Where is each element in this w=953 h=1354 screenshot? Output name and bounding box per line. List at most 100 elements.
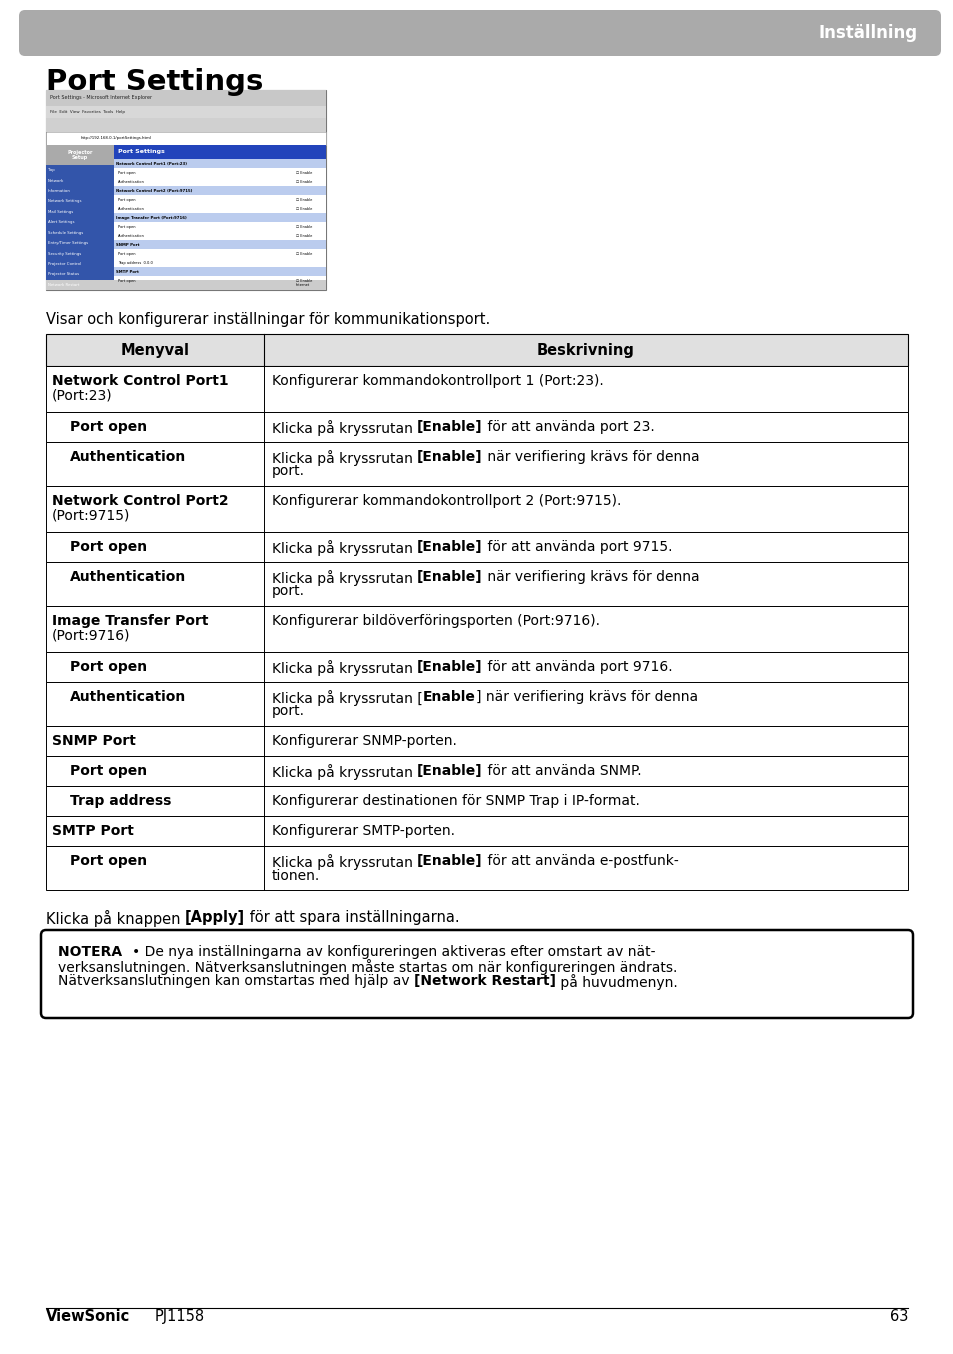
Text: när verifiering krävs för denna: när verifiering krävs för denna xyxy=(482,450,699,464)
Bar xyxy=(46,486,907,532)
Text: för att spara inställningarna.: för att spara inställningarna. xyxy=(245,910,459,925)
Bar xyxy=(46,89,326,290)
Bar xyxy=(46,106,326,118)
Text: [Enable]: [Enable] xyxy=(416,540,482,554)
Text: Image Transfer Port (Port:9716): Image Transfer Port (Port:9716) xyxy=(116,215,187,219)
Text: Klicka på kryssrutan: Klicka på kryssrutan xyxy=(272,854,416,871)
Text: Mail Settings: Mail Settings xyxy=(48,210,73,214)
Text: Image Transfer Port: Image Transfer Port xyxy=(52,613,209,628)
Bar xyxy=(113,240,326,249)
Text: Network Restart: Network Restart xyxy=(48,283,79,287)
Text: [Enable]: [Enable] xyxy=(416,764,482,779)
Text: Nätverksanslutningen kan omstartas med hjälp av: Nätverksanslutningen kan omstartas med h… xyxy=(58,974,414,988)
Bar xyxy=(46,653,907,682)
Bar xyxy=(46,756,907,787)
Text: Visar och konfigurerar inställningar för kommunikationsport.: Visar och konfigurerar inställningar för… xyxy=(46,311,490,328)
Bar xyxy=(46,682,907,726)
Text: Klicka på kryssrutan: Klicka på kryssrutan xyxy=(272,659,416,676)
Text: när verifiering krävs för denna: när verifiering krävs för denna xyxy=(482,570,699,584)
Text: Network Control Port2: Network Control Port2 xyxy=(52,494,229,508)
Text: Information: Information xyxy=(48,190,71,194)
Text: Authentication: Authentication xyxy=(118,180,145,184)
Text: Network Control Port1: Network Control Port1 xyxy=(52,374,229,389)
Text: för att använda SNMP.: för att använda SNMP. xyxy=(482,764,640,779)
Text: Klicka på kryssrutan: Klicka på kryssrutan xyxy=(272,540,416,556)
Text: Top: Top xyxy=(48,168,54,172)
Text: på huvudmenyn.: på huvudmenyn. xyxy=(556,974,677,990)
Text: Klicka på kryssrutan [: Klicka på kryssrutan [ xyxy=(272,691,422,705)
Text: Beskrivning: Beskrivning xyxy=(537,343,635,357)
Text: port.: port. xyxy=(272,464,305,478)
Text: ☐ Enable: ☐ Enable xyxy=(295,171,312,175)
Bar xyxy=(46,816,907,846)
Bar xyxy=(46,412,907,441)
Text: port.: port. xyxy=(272,585,305,598)
Text: SMTP Port: SMTP Port xyxy=(116,269,139,274)
Text: ☐ Enable: ☐ Enable xyxy=(295,234,312,238)
Text: Port open: Port open xyxy=(118,252,135,256)
Text: Port Settings - Microsoft Internet Explorer: Port Settings - Microsoft Internet Explo… xyxy=(50,96,152,100)
Text: för att använda port 9715.: för att använda port 9715. xyxy=(482,540,672,554)
Bar xyxy=(46,145,113,290)
Text: (Port:23): (Port:23) xyxy=(52,389,112,402)
Text: Port open: Port open xyxy=(70,854,147,868)
Bar xyxy=(46,145,113,165)
Text: ] när verifiering krävs för denna: ] när verifiering krävs för denna xyxy=(476,691,697,704)
Text: Enable: Enable xyxy=(422,691,476,704)
Text: Konfigurerar destinationen för SNMP Trap i IP-format.: Konfigurerar destinationen för SNMP Trap… xyxy=(272,793,639,808)
Text: Authentication: Authentication xyxy=(70,450,186,464)
Text: Projector
Setup: Projector Setup xyxy=(68,149,92,160)
Text: Authentication: Authentication xyxy=(118,234,145,238)
Text: ☐ Enable: ☐ Enable xyxy=(295,198,312,202)
Text: Port open: Port open xyxy=(70,540,147,554)
Bar xyxy=(46,532,907,562)
Text: tionen.: tionen. xyxy=(272,868,320,883)
Text: ☐ Enable: ☐ Enable xyxy=(295,180,312,184)
Text: Port open: Port open xyxy=(118,225,135,229)
Text: Network Control Port1 (Port:23): Network Control Port1 (Port:23) xyxy=(116,161,187,165)
Bar xyxy=(46,118,326,131)
Text: Trap address  0.0.0: Trap address 0.0.0 xyxy=(118,261,152,265)
Text: för att använda port 9716.: för att använda port 9716. xyxy=(482,659,672,674)
Text: (Port:9716): (Port:9716) xyxy=(52,628,131,643)
Bar xyxy=(113,185,326,195)
Bar xyxy=(46,846,907,890)
Text: [Enable]: [Enable] xyxy=(416,659,482,674)
Text: verksanslutningen. Nätverksanslutningen måste startas om när konfigureringen änd: verksanslutningen. Nätverksanslutningen … xyxy=(58,960,677,975)
Text: Authentication: Authentication xyxy=(70,570,186,584)
Text: ☐ Enable: ☐ Enable xyxy=(295,225,312,229)
Bar xyxy=(46,334,907,366)
Bar xyxy=(46,366,907,412)
Bar xyxy=(113,158,326,168)
Text: Port Settings: Port Settings xyxy=(118,149,165,154)
Text: 63: 63 xyxy=(889,1309,907,1324)
Text: Schedule Settings: Schedule Settings xyxy=(48,230,83,234)
Text: Authentication: Authentication xyxy=(70,691,186,704)
Text: Klicka på kryssrutan: Klicka på kryssrutan xyxy=(272,570,416,586)
Text: Trap address: Trap address xyxy=(70,793,172,808)
Text: [Enable]: [Enable] xyxy=(416,420,482,435)
Text: SNMP Port: SNMP Port xyxy=(52,734,135,747)
Text: • De nya inställningarna av konfigureringen aktiveras efter omstart av nät-: • De nya inställningarna av konfigurerin… xyxy=(132,945,655,959)
Bar xyxy=(113,267,326,276)
Text: PJ1158: PJ1158 xyxy=(154,1309,205,1324)
Text: ☐ Enable: ☐ Enable xyxy=(295,252,312,256)
Text: Konfigurerar SNMP-porten.: Konfigurerar SNMP-porten. xyxy=(272,734,456,747)
Text: NOTERA: NOTERA xyxy=(58,945,132,959)
Text: Port Settings: Port Settings xyxy=(46,68,263,96)
Text: ☐ Enable: ☐ Enable xyxy=(295,207,312,211)
Text: Menyval: Menyval xyxy=(120,343,190,357)
Text: ViewSonic: ViewSonic xyxy=(46,1309,131,1324)
Text: Klicka på kryssrutan: Klicka på kryssrutan xyxy=(272,450,416,466)
Text: Konfigurerar kommandokontrollport 2 (Port:9715).: Konfigurerar kommandokontrollport 2 (Por… xyxy=(272,494,620,508)
FancyBboxPatch shape xyxy=(19,9,940,56)
Text: port.: port. xyxy=(272,704,305,719)
Text: Network Settings: Network Settings xyxy=(48,199,81,203)
Bar xyxy=(46,441,907,486)
Text: Network: Network xyxy=(48,179,64,183)
Text: [Enable]: [Enable] xyxy=(416,450,482,464)
Text: [Network Restart]: [Network Restart] xyxy=(414,974,556,988)
Text: Inställning: Inställning xyxy=(818,24,917,42)
Text: ☐ Enable: ☐ Enable xyxy=(295,279,312,283)
Bar xyxy=(113,145,326,158)
